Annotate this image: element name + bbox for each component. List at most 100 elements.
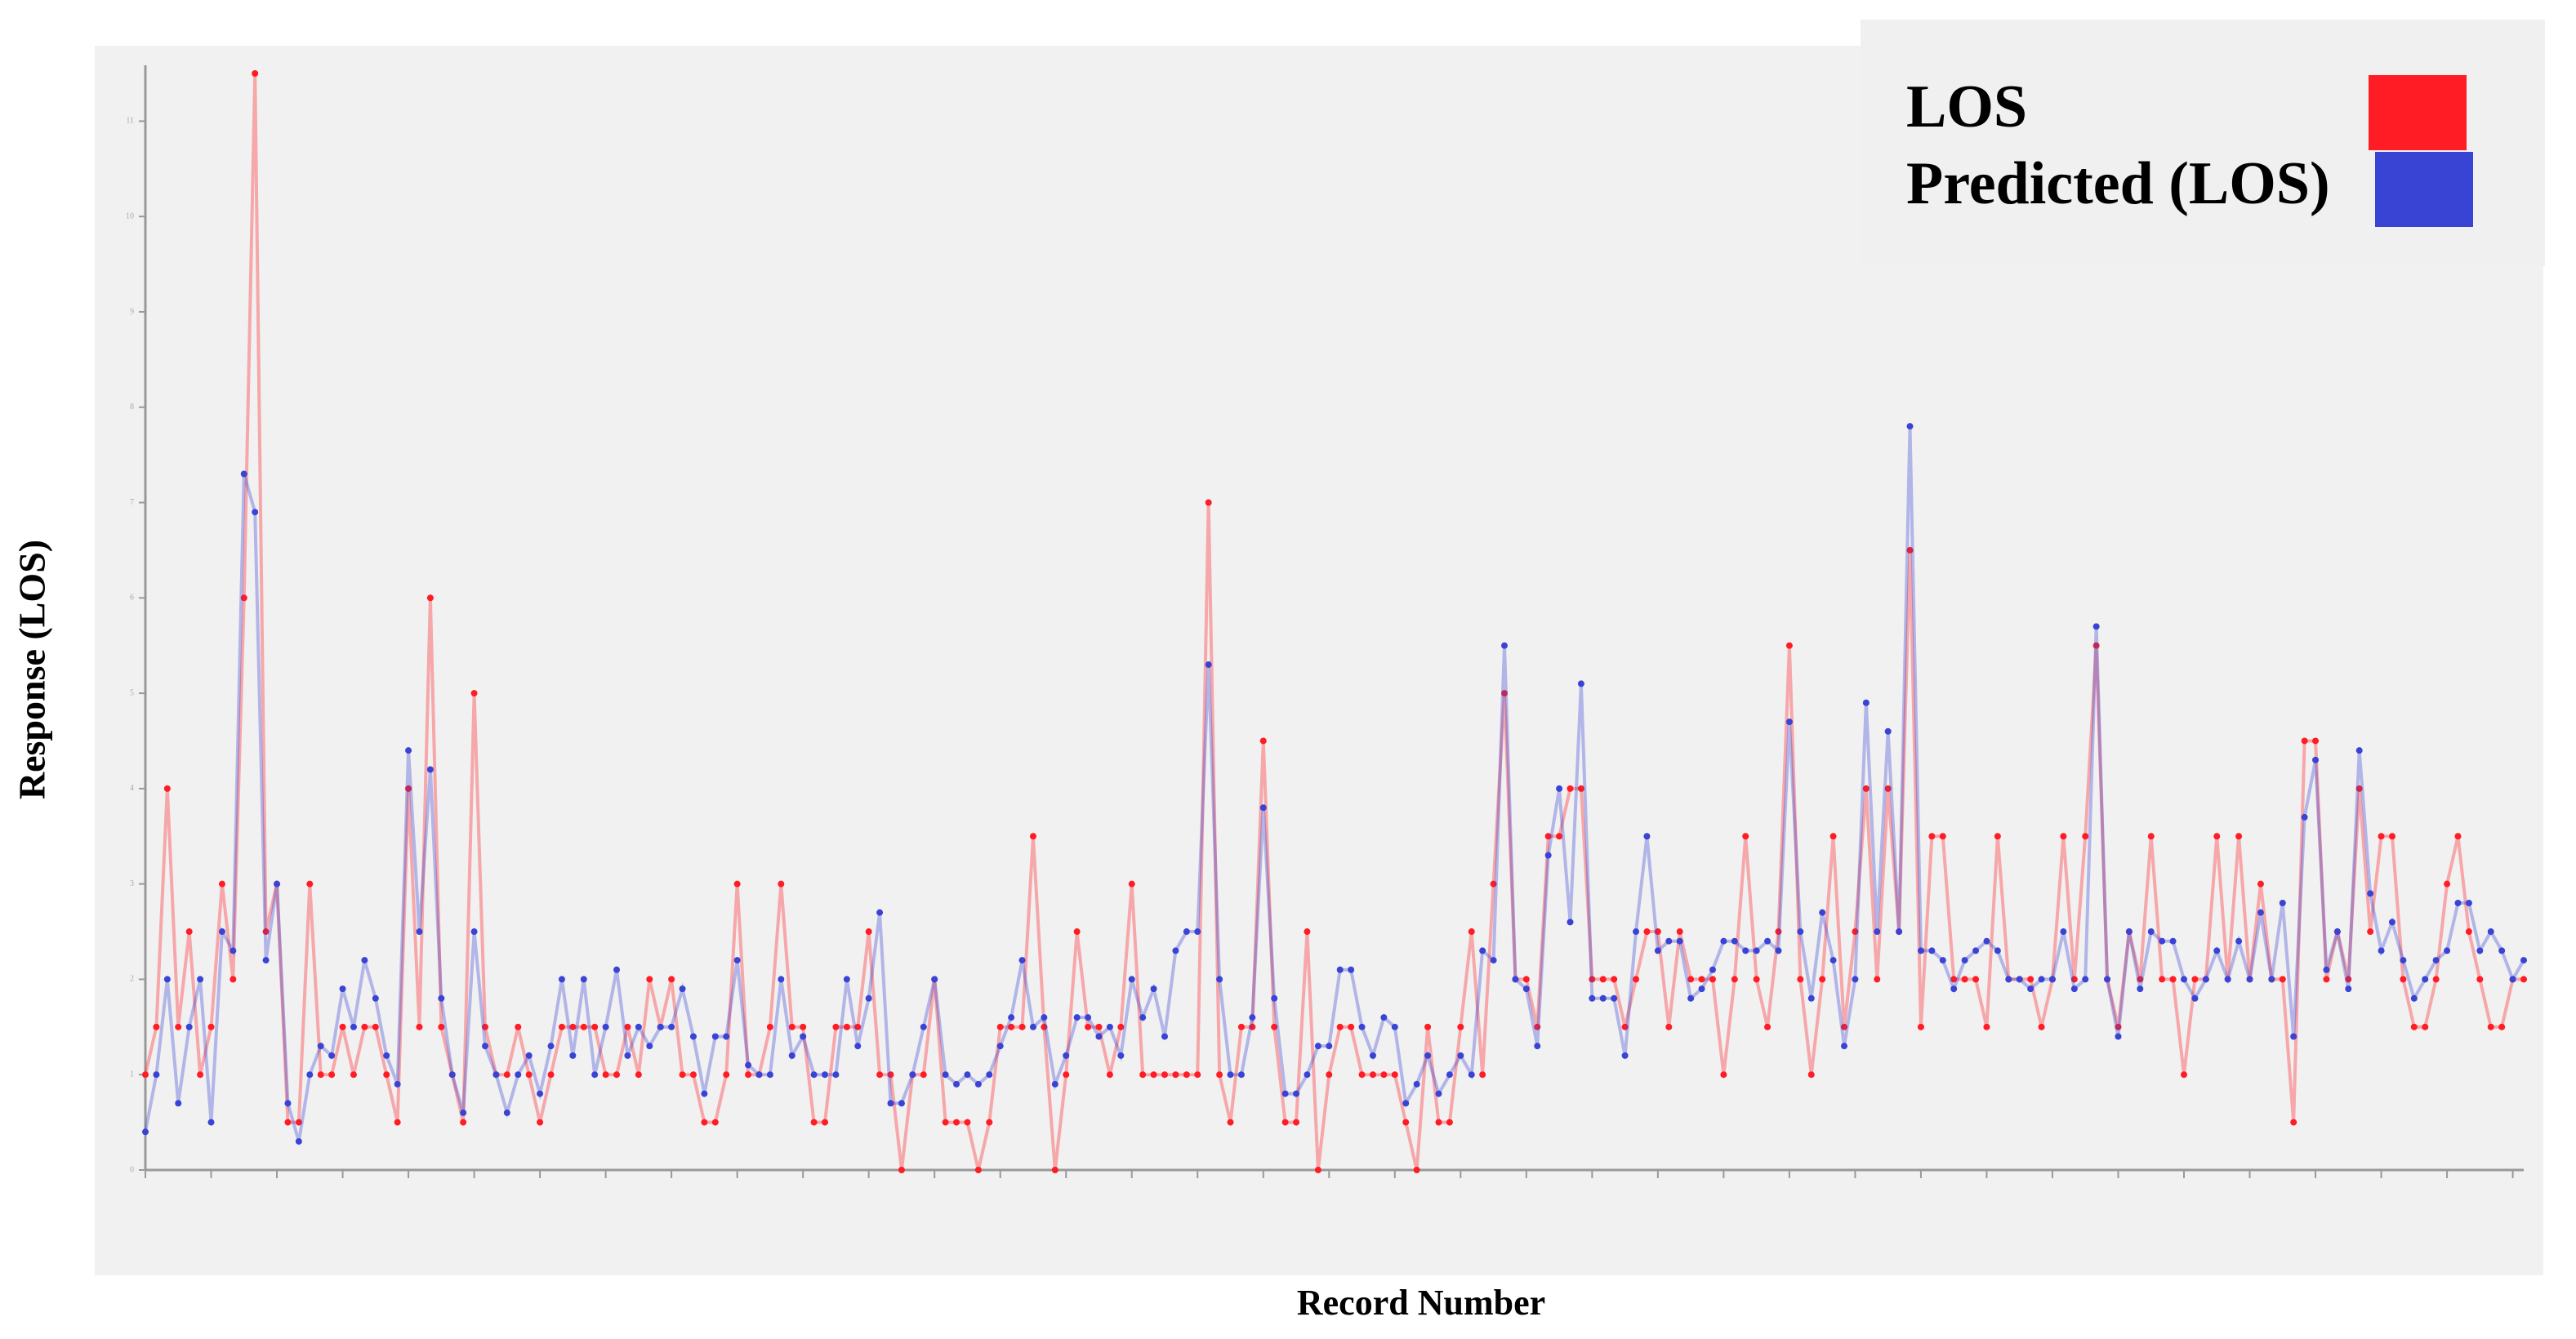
data-point bbox=[1369, 1071, 1376, 1079]
data-point bbox=[438, 1023, 445, 1030]
data-point bbox=[2246, 976, 2253, 983]
data-point bbox=[1785, 642, 1793, 649]
data-point bbox=[2070, 985, 2078, 993]
data-point bbox=[810, 1119, 818, 1126]
data-point bbox=[1512, 976, 1519, 983]
data-point bbox=[142, 1128, 149, 1136]
data-point bbox=[1051, 1080, 1058, 1088]
data-point bbox=[1216, 976, 1223, 983]
data-point bbox=[1884, 727, 1892, 735]
data-point bbox=[1271, 1023, 1278, 1030]
data-point bbox=[405, 747, 412, 754]
data-point bbox=[1709, 976, 1716, 983]
data-point bbox=[339, 1023, 346, 1030]
data-point bbox=[2312, 756, 2320, 763]
data-point bbox=[1424, 1052, 1432, 1059]
data-point bbox=[1183, 928, 1190, 936]
data-point bbox=[679, 985, 686, 993]
data-point bbox=[1029, 833, 1036, 840]
data-point bbox=[218, 880, 225, 887]
data-point bbox=[1293, 1090, 1300, 1097]
data-point bbox=[1435, 1119, 1442, 1126]
data-point bbox=[153, 1023, 160, 1030]
data-point bbox=[953, 1080, 960, 1088]
data-point bbox=[1785, 718, 1793, 726]
data-point bbox=[854, 1043, 862, 1050]
data-point bbox=[503, 1109, 510, 1116]
data-point bbox=[1676, 928, 1683, 936]
data-point bbox=[986, 1119, 993, 1126]
data-point bbox=[2333, 928, 2341, 936]
data-point bbox=[328, 1071, 336, 1079]
data-point bbox=[1095, 1033, 1103, 1040]
data-point bbox=[1896, 928, 1903, 936]
data-point bbox=[1237, 1071, 1245, 1079]
data-point bbox=[1852, 928, 1859, 936]
data-point bbox=[1194, 928, 1201, 936]
data-point bbox=[2301, 737, 2308, 745]
data-point bbox=[2235, 937, 2243, 945]
data-point bbox=[2104, 976, 2111, 983]
data-point bbox=[2137, 985, 2144, 993]
data-point bbox=[1457, 1052, 1464, 1059]
data-point bbox=[1633, 928, 1640, 936]
data-point bbox=[1950, 985, 1958, 993]
data-point bbox=[1501, 690, 1508, 697]
data-point bbox=[1797, 976, 1804, 983]
data-point bbox=[920, 1071, 927, 1079]
data-point bbox=[1237, 1023, 1245, 1030]
data-point bbox=[525, 1052, 533, 1059]
data-point bbox=[2279, 900, 2286, 907]
data-point bbox=[2181, 1071, 2187, 1079]
data-point bbox=[701, 1119, 708, 1126]
data-point bbox=[1665, 1023, 1673, 1030]
data-point bbox=[1106, 1023, 1113, 1030]
data-point bbox=[2213, 947, 2221, 954]
data-point bbox=[1281, 1090, 1289, 1097]
data-point bbox=[1358, 1023, 1366, 1030]
data-point bbox=[723, 1033, 730, 1040]
data-point bbox=[1205, 661, 1212, 669]
data-point bbox=[1556, 833, 1563, 840]
data-point bbox=[163, 785, 171, 792]
data-point bbox=[1775, 947, 1782, 954]
data-point bbox=[1611, 976, 1618, 983]
data-point bbox=[207, 1119, 215, 1126]
data-point bbox=[1358, 1071, 1366, 1079]
data-point bbox=[2290, 1033, 2297, 1040]
data-point bbox=[1446, 1119, 1453, 1126]
data-point bbox=[1063, 1052, 1070, 1059]
data-point bbox=[2465, 900, 2472, 907]
data-point bbox=[1106, 1071, 1113, 1079]
data-point bbox=[1314, 1043, 1321, 1050]
data-point bbox=[1336, 1023, 1344, 1030]
data-point bbox=[711, 1033, 719, 1040]
data-point bbox=[996, 1023, 1004, 1030]
data-point bbox=[679, 1071, 686, 1079]
data-point bbox=[2444, 880, 2451, 887]
data-point bbox=[372, 994, 379, 1002]
data-point bbox=[1884, 785, 1892, 792]
data-point bbox=[2125, 928, 2133, 936]
data-point bbox=[1917, 947, 1924, 954]
data-point bbox=[788, 1052, 796, 1059]
data-point bbox=[865, 994, 872, 1002]
data-point bbox=[2147, 833, 2155, 840]
data-point bbox=[1928, 947, 1936, 954]
data-point bbox=[482, 1043, 488, 1050]
data-point bbox=[1687, 976, 1695, 983]
data-point bbox=[2147, 928, 2155, 936]
data-point bbox=[1994, 833, 2001, 840]
data-point bbox=[2378, 833, 2385, 840]
data-point bbox=[448, 1071, 456, 1079]
data-point bbox=[920, 1023, 927, 1030]
data-point bbox=[460, 1119, 467, 1126]
data-point bbox=[1380, 1071, 1388, 1079]
data-point bbox=[1841, 1023, 1847, 1030]
data-point bbox=[2432, 976, 2440, 983]
data-point bbox=[306, 880, 314, 887]
data-point bbox=[2060, 833, 2067, 840]
y-tick-label: 6 bbox=[130, 594, 134, 603]
data-point bbox=[1018, 957, 1026, 964]
data-point bbox=[1468, 928, 1475, 936]
